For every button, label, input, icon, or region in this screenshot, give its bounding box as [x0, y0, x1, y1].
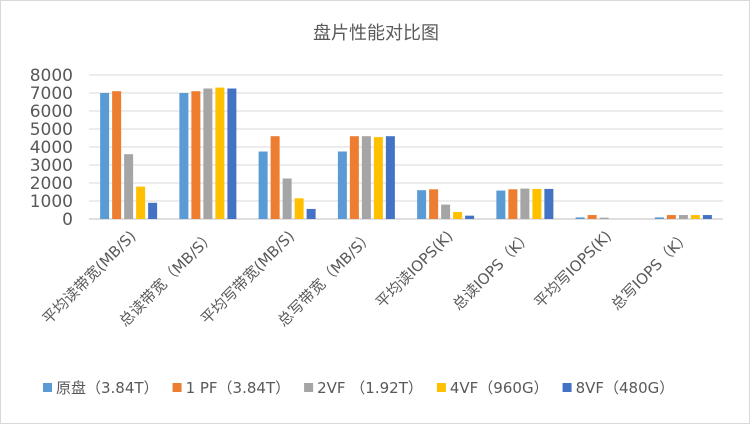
- legend-swatch: [436, 383, 446, 392]
- bar-3-2: [294, 198, 304, 219]
- bar-3-1: [215, 87, 225, 219]
- bar-2-1: [203, 88, 213, 219]
- legend-label: 8VF（480G）: [576, 379, 675, 397]
- bar-1-6: [587, 215, 597, 219]
- legend-label: 2VF （1.92T）: [317, 379, 423, 397]
- bar-2-2: [282, 178, 292, 219]
- bar-4-7: [702, 215, 712, 219]
- bar-0-1: [179, 93, 189, 219]
- bar-1-0: [112, 91, 122, 219]
- x-tick-label: 平均读IOPS(K): [372, 227, 456, 311]
- bar-3-7: [690, 215, 700, 219]
- bar-0-4: [417, 190, 427, 219]
- bar-4-4: [465, 215, 475, 219]
- bar-3-0: [136, 186, 146, 219]
- bar-0-5: [496, 190, 506, 219]
- bar-4-3: [385, 136, 395, 219]
- y-tick-label: 1000: [30, 192, 73, 212]
- y-tick-label: 5000: [30, 120, 73, 140]
- y-tick-label: 6000: [30, 102, 73, 122]
- bar-2-6: [599, 217, 609, 219]
- y-tick-label: 8000: [30, 66, 73, 86]
- bar-0-2: [258, 151, 268, 219]
- legend-swatch: [172, 383, 182, 392]
- bar-4-5: [544, 188, 554, 219]
- legend-label: 4VF（960G）: [450, 379, 549, 397]
- bar-0-0: [100, 93, 110, 219]
- bar-3-4: [453, 211, 463, 219]
- bar-0-6: [575, 217, 585, 219]
- legend-swatch: [562, 383, 572, 392]
- bar-0-7: [654, 217, 664, 219]
- bar-1-3: [349, 136, 359, 219]
- bar-0-3: [337, 151, 347, 219]
- legend-label: 1 PF（3.84T）: [186, 379, 291, 397]
- legend-swatch: [304, 383, 314, 392]
- bar-2-5: [520, 188, 530, 219]
- bar-2-7: [678, 215, 688, 219]
- y-tick-label: 4000: [30, 138, 73, 158]
- bar-1-4: [429, 189, 439, 219]
- bar-4-0: [148, 202, 158, 219]
- bar-2-0: [124, 154, 134, 219]
- bar-3-5: [532, 188, 542, 219]
- bar-2-3: [361, 136, 371, 219]
- y-tick-label: 7000: [30, 84, 73, 104]
- bar-1-2: [270, 136, 280, 219]
- x-tick-label: 总读IOPS（K）: [449, 227, 536, 314]
- x-tick-label: 平均写IOPS(K): [531, 227, 615, 311]
- x-tick-label: 总写IOPS（K）: [607, 227, 694, 314]
- y-tick-label: 0: [62, 210, 73, 230]
- bar-4-1: [227, 88, 237, 219]
- bar-2-4: [441, 204, 451, 219]
- legend-label: 原盘（3.84T）: [56, 379, 159, 397]
- bar-1-1: [191, 91, 201, 219]
- bar-1-5: [508, 189, 518, 219]
- legend-swatch: [43, 383, 52, 392]
- chart-title: 盘片性能对比图: [313, 23, 439, 44]
- y-tick-label: 2000: [30, 174, 73, 194]
- bar-4-2: [306, 208, 316, 219]
- bar-3-3: [373, 137, 383, 219]
- bar-1-7: [666, 215, 676, 219]
- y-tick-label: 3000: [30, 156, 73, 176]
